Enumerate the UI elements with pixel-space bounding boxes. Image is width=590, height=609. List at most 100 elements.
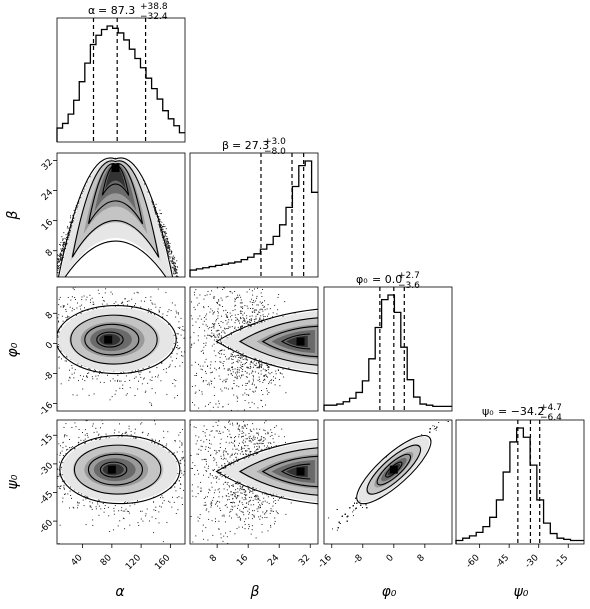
scatter-point bbox=[134, 378, 135, 379]
scatter-point bbox=[175, 273, 176, 274]
scatter-point bbox=[78, 505, 79, 506]
scatter-point bbox=[222, 391, 223, 392]
scatter-point bbox=[214, 378, 215, 379]
scatter-point bbox=[57, 272, 58, 273]
scatter-point bbox=[259, 320, 260, 321]
scatter-point bbox=[81, 313, 82, 314]
scatter-point bbox=[137, 292, 138, 293]
scatter-point bbox=[70, 495, 71, 496]
scatter-point bbox=[259, 364, 260, 365]
scatter-point bbox=[252, 391, 253, 392]
scatter-point bbox=[268, 304, 269, 305]
scatter-point bbox=[174, 269, 175, 270]
scatter-point bbox=[214, 350, 215, 351]
scatter-point bbox=[239, 372, 240, 373]
scatter-point bbox=[102, 304, 103, 305]
scatter-point bbox=[233, 371, 234, 372]
scatter-point bbox=[224, 332, 225, 333]
scatter-point bbox=[67, 226, 68, 227]
scatter-point bbox=[137, 500, 138, 501]
scatter-point bbox=[161, 495, 162, 496]
scatter-point bbox=[212, 310, 213, 311]
scatter-point bbox=[237, 378, 238, 379]
scatter-point bbox=[268, 369, 269, 370]
scatter-point bbox=[87, 297, 88, 298]
scatter-point bbox=[250, 316, 251, 317]
scatter-point bbox=[73, 394, 74, 395]
scatter-point bbox=[234, 377, 235, 378]
scatter-point bbox=[237, 371, 238, 372]
scatter-point bbox=[89, 295, 90, 296]
scatter-point bbox=[275, 384, 276, 385]
scatter-point bbox=[83, 440, 84, 441]
scatter-point bbox=[211, 290, 212, 291]
scatter-point bbox=[72, 310, 73, 311]
scatter-point bbox=[195, 289, 196, 290]
scatter-point bbox=[252, 315, 253, 316]
scatter-point bbox=[269, 367, 270, 368]
scatter-point bbox=[217, 311, 218, 312]
scatter-point bbox=[206, 373, 207, 374]
scatter-point bbox=[74, 289, 75, 290]
scatter-point bbox=[238, 314, 239, 315]
scatter-point bbox=[214, 387, 215, 388]
scatter-point bbox=[252, 384, 253, 385]
scatter-point bbox=[265, 316, 266, 317]
scatter-point bbox=[174, 266, 175, 267]
scatter-point bbox=[137, 389, 138, 390]
scatter-point bbox=[247, 292, 248, 293]
scatter-point bbox=[209, 383, 210, 384]
scatter-point bbox=[267, 309, 268, 310]
scatter-point bbox=[68, 380, 69, 381]
scatter-point bbox=[242, 369, 243, 370]
scatter-point bbox=[196, 322, 197, 323]
scatter-point bbox=[89, 501, 90, 502]
scatter-point bbox=[205, 315, 206, 316]
scatter-point bbox=[68, 297, 69, 298]
scatter-point bbox=[235, 299, 236, 300]
scatter-point bbox=[58, 314, 59, 315]
scatter-point bbox=[258, 305, 259, 306]
scatter-point bbox=[233, 352, 234, 353]
scatter-point bbox=[58, 357, 59, 358]
scatter-point bbox=[63, 455, 64, 456]
scatter-point bbox=[73, 288, 74, 289]
scatter-point bbox=[99, 434, 100, 435]
scatter-point bbox=[163, 226, 164, 227]
scatter-point bbox=[232, 326, 233, 327]
scatter-point bbox=[210, 308, 211, 309]
scatter-point bbox=[262, 394, 263, 395]
scatter-point bbox=[233, 310, 234, 311]
scatter-point bbox=[171, 251, 172, 252]
scatter-point bbox=[95, 370, 96, 371]
scatter-point bbox=[168, 253, 169, 254]
scatter-point bbox=[152, 517, 153, 518]
scatter-point bbox=[124, 298, 125, 299]
scatter-point bbox=[246, 315, 247, 316]
scatter-point bbox=[74, 422, 75, 423]
scatter-point bbox=[174, 452, 175, 453]
scatter-point bbox=[145, 391, 146, 392]
scatter-point bbox=[108, 515, 109, 516]
scatter-point bbox=[169, 256, 170, 257]
scatter-point bbox=[181, 351, 182, 352]
scatter-point bbox=[251, 299, 252, 300]
scatter-point bbox=[259, 319, 260, 320]
scatter-point bbox=[119, 388, 120, 389]
scatter-point bbox=[87, 377, 88, 378]
scatter-point bbox=[232, 369, 233, 370]
scatter-point bbox=[67, 449, 68, 450]
scatter-point bbox=[235, 368, 236, 369]
scatter-point bbox=[167, 247, 168, 248]
scatter-point bbox=[173, 263, 174, 264]
scatter-point bbox=[220, 350, 221, 351]
scatter-point bbox=[84, 307, 85, 308]
scatter-point bbox=[115, 505, 116, 506]
scatter-point bbox=[177, 395, 178, 396]
scatter-point bbox=[198, 335, 199, 336]
scatter-point bbox=[214, 395, 215, 396]
scatter-point bbox=[168, 367, 169, 368]
scatter-point bbox=[236, 396, 237, 397]
title-alpha-sym: α bbox=[88, 4, 95, 17]
scatter-point bbox=[228, 374, 229, 375]
